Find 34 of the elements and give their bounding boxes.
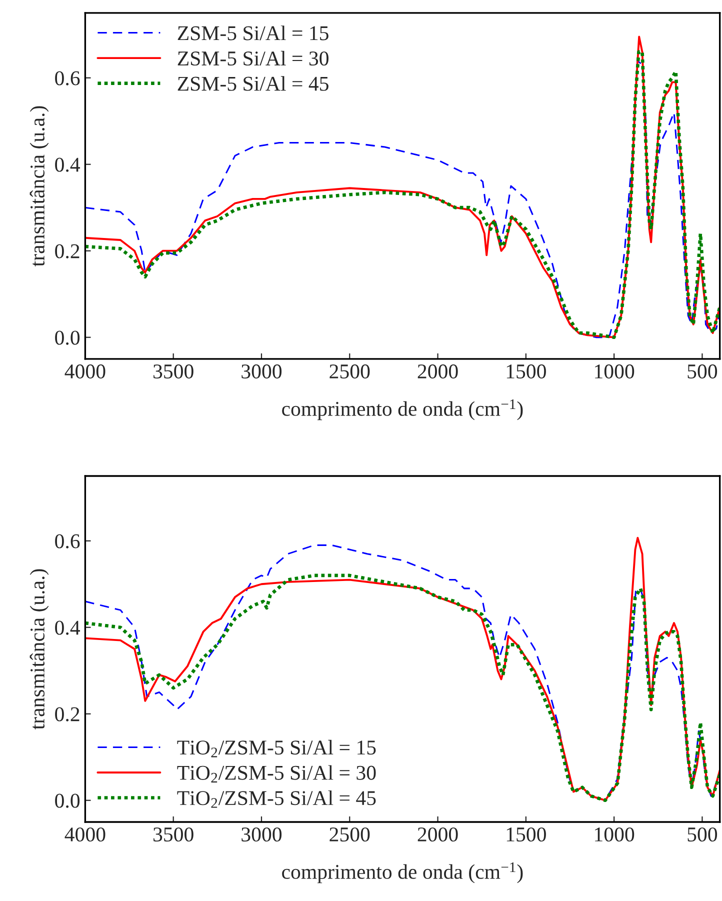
legend-label: TiO$_{2}$/ZSM-5 Si/Al = 30 xyxy=(177,765,376,783)
y-tick-label: 0.2 xyxy=(55,707,80,722)
x-tick-label: 4000 xyxy=(64,364,106,378)
legend-label: ZSM-5 Si/Al = 15 xyxy=(178,26,328,40)
y-axis-title: transmitância (u.a.) xyxy=(30,569,49,730)
y-axis-title: transmitância (u.a.) xyxy=(30,106,49,266)
x-tick-label: 3000 xyxy=(242,827,282,842)
y-tick-label: 0.2 xyxy=(55,244,80,258)
x-tick-label: 2000 xyxy=(418,827,458,842)
x-tick-label: 2000 xyxy=(418,364,458,378)
legend-label: ZSM-5 Si/Al = 45 xyxy=(178,76,328,91)
x-tick-label: 3000 xyxy=(242,364,282,378)
x-axis-title: comprimento de onda (cm$^{−1}$) xyxy=(282,399,523,420)
x-tick-label: 1500 xyxy=(506,827,546,842)
y-tick-label: 0.4 xyxy=(55,158,80,172)
y-tick-label: 0.6 xyxy=(55,534,80,548)
x-tick-label: 1000 xyxy=(595,827,634,842)
x-tick-label: 3500 xyxy=(154,827,194,842)
x-tick-label: 1000 xyxy=(595,364,634,378)
x-tick-label: 1500 xyxy=(506,364,546,378)
y-tick-label: 0.0 xyxy=(55,794,80,808)
y-tick-label: 0.4 xyxy=(55,620,80,635)
y-tick-label: 0.6 xyxy=(55,71,80,86)
x-tick-label: 3500 xyxy=(154,364,194,378)
x-axis-title: comprimento de onda (cm$^{−1}$) xyxy=(282,862,523,884)
legend-label: TiO$_{2}$/ZSM-5 Si/Al = 45 xyxy=(177,790,376,808)
legend-label: TiO$_{2}$/ZSM-5 Si/Al = 15 xyxy=(177,740,376,758)
x-tick-label: 2500 xyxy=(330,827,370,842)
y-tick-label: 0.0 xyxy=(55,330,80,345)
x-tick-label: 4000 xyxy=(64,827,106,842)
x-tick-label: 500 xyxy=(688,827,718,842)
x-tick-label: 2500 xyxy=(330,364,370,378)
x-tick-label: 500 xyxy=(688,364,718,378)
legend-label: ZSM-5 Si/Al = 30 xyxy=(178,50,328,66)
